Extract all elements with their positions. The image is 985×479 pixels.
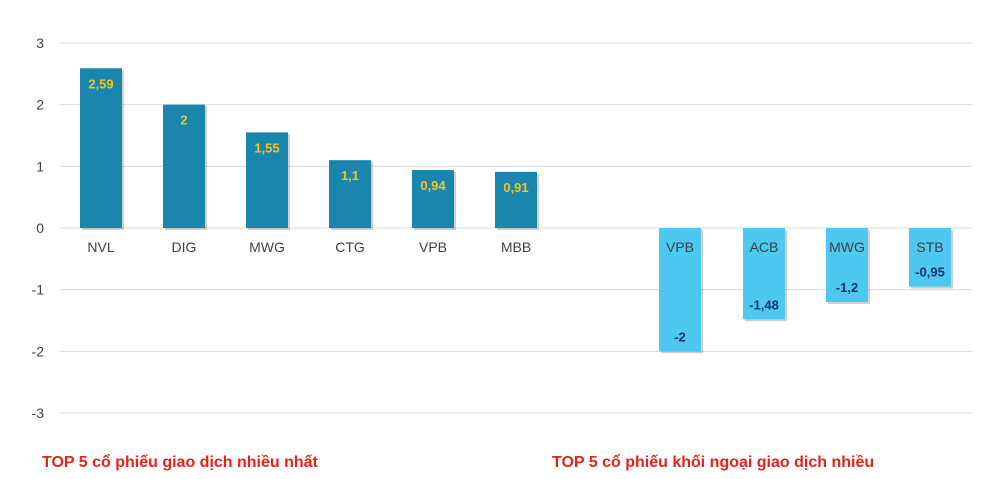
bar [495, 171, 537, 228]
category-label: NVL [87, 239, 114, 255]
bar [412, 170, 454, 228]
data-label: -2 [674, 329, 686, 344]
bar [743, 228, 785, 320]
category-label: MWG [829, 239, 865, 255]
y-tick-label: 3 [36, 35, 44, 51]
bar [826, 228, 868, 302]
data-label: -1,48 [749, 297, 779, 312]
category-label: CTG [335, 239, 365, 255]
bar [80, 68, 122, 229]
y-tick-label: 2 [36, 97, 44, 113]
bar [659, 228, 701, 352]
data-label: -1,2 [836, 280, 858, 295]
y-tick-label: 0 [36, 220, 44, 236]
right-caption: TOP 5 cổ phiếu khối ngoại giao dịch nhiề… [552, 454, 875, 471]
data-label: 0,94 [420, 178, 446, 193]
data-label: 1,55 [254, 140, 279, 155]
bar [329, 160, 371, 228]
bar [909, 228, 951, 287]
y-tick-label: -2 [32, 343, 45, 359]
category-label: MBB [501, 239, 531, 255]
category-label: DIG [172, 239, 197, 255]
category-label: MWG [249, 239, 285, 255]
data-label: 0,91 [503, 180, 528, 195]
category-label: ACB [750, 239, 779, 255]
category-label: STB [916, 239, 943, 255]
data-label: 1,1 [341, 168, 359, 183]
data-label: 2 [180, 113, 187, 128]
category-label: VPB [419, 239, 447, 255]
y-tick-label: -1 [32, 282, 45, 298]
y-tick-label: -3 [32, 405, 45, 421]
y-tick-label: 1 [36, 158, 44, 174]
data-label: -0,95 [915, 265, 945, 280]
bar [246, 132, 288, 228]
data-label: 2,59 [88, 76, 113, 91]
category-label: VPB [666, 239, 694, 255]
left-caption: TOP 5 cổ phiếu giao dịch nhiều nhất [42, 454, 318, 471]
bar [163, 104, 205, 228]
